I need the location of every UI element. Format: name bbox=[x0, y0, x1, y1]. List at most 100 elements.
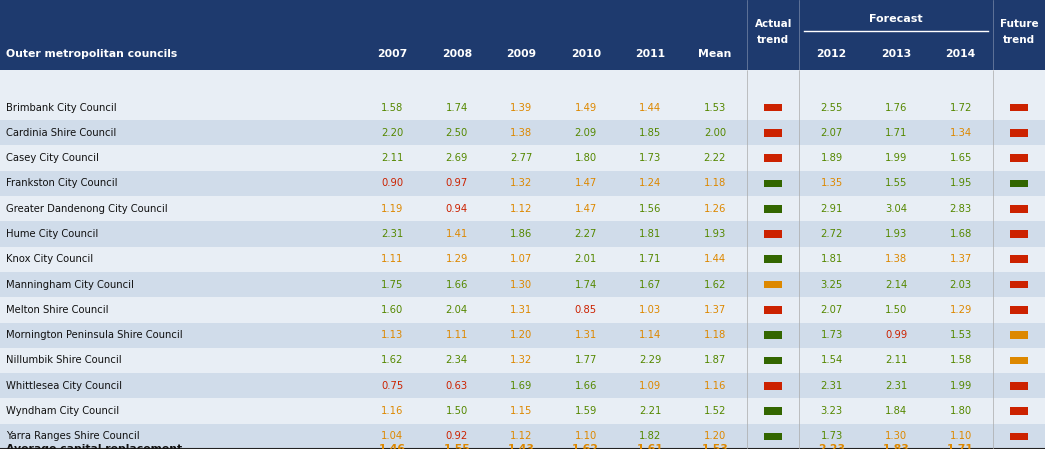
Text: 2.09: 2.09 bbox=[575, 128, 597, 138]
Text: 2007: 2007 bbox=[377, 49, 408, 59]
Text: 1.50: 1.50 bbox=[885, 305, 907, 315]
Bar bbox=[1011, 331, 1028, 339]
Text: 1.49: 1.49 bbox=[575, 102, 597, 113]
Text: trend: trend bbox=[758, 35, 789, 45]
Bar bbox=[0, 120, 1045, 145]
Text: 1.55: 1.55 bbox=[885, 178, 907, 189]
Bar bbox=[1011, 205, 1028, 212]
Text: 2.31: 2.31 bbox=[885, 381, 907, 391]
Text: 1.11: 1.11 bbox=[381, 254, 403, 264]
Text: 1.62: 1.62 bbox=[573, 444, 599, 449]
Text: Mean: Mean bbox=[698, 49, 732, 59]
Text: 1.53: 1.53 bbox=[703, 102, 726, 113]
Bar bbox=[1011, 281, 1028, 288]
Text: Whittlesea City Council: Whittlesea City Council bbox=[6, 381, 122, 391]
Text: 1.99: 1.99 bbox=[885, 153, 907, 163]
Text: 1.04: 1.04 bbox=[381, 431, 403, 441]
Text: 2012: 2012 bbox=[816, 49, 846, 59]
Text: 1.47: 1.47 bbox=[575, 178, 597, 189]
Text: 1.30: 1.30 bbox=[885, 431, 907, 441]
Text: 2.50: 2.50 bbox=[445, 128, 468, 138]
Text: 1.43: 1.43 bbox=[508, 444, 535, 449]
Text: 2.00: 2.00 bbox=[703, 128, 726, 138]
Text: 1.18: 1.18 bbox=[703, 178, 726, 189]
Text: 2.07: 2.07 bbox=[820, 305, 842, 315]
Text: 1.29: 1.29 bbox=[445, 254, 468, 264]
Text: 1.77: 1.77 bbox=[575, 356, 597, 365]
Text: 1.31: 1.31 bbox=[510, 305, 532, 315]
Bar bbox=[0, 95, 1045, 120]
Text: 2.07: 2.07 bbox=[820, 128, 842, 138]
Text: 1.81: 1.81 bbox=[640, 229, 661, 239]
Text: Actual: Actual bbox=[754, 19, 792, 29]
Bar bbox=[764, 306, 782, 314]
Text: Nillumbik Shire Council: Nillumbik Shire Council bbox=[6, 356, 122, 365]
Text: 1.20: 1.20 bbox=[703, 431, 726, 441]
Bar bbox=[1011, 230, 1028, 238]
Text: Outer metropolitan councils: Outer metropolitan councils bbox=[6, 49, 178, 59]
Text: 1.74: 1.74 bbox=[575, 280, 597, 290]
Text: 3.04: 3.04 bbox=[885, 204, 907, 214]
Text: 1.41: 1.41 bbox=[445, 229, 468, 239]
Bar bbox=[0, 297, 1045, 322]
Text: 1.73: 1.73 bbox=[640, 153, 661, 163]
Text: Greater Dandenong City Council: Greater Dandenong City Council bbox=[6, 204, 168, 214]
Text: 1.55: 1.55 bbox=[443, 444, 470, 449]
Text: 1.15: 1.15 bbox=[510, 406, 533, 416]
Bar bbox=[0, 221, 1045, 247]
Text: 1.37: 1.37 bbox=[950, 254, 972, 264]
Bar bbox=[764, 180, 782, 187]
Text: 2.20: 2.20 bbox=[381, 128, 403, 138]
Text: 1.58: 1.58 bbox=[381, 102, 403, 113]
Text: 0.97: 0.97 bbox=[445, 178, 468, 189]
Bar bbox=[1011, 357, 1028, 364]
Bar bbox=[764, 432, 782, 440]
Bar bbox=[1011, 129, 1028, 136]
Bar bbox=[764, 255, 782, 263]
Text: 2014: 2014 bbox=[946, 49, 976, 59]
Text: 1.26: 1.26 bbox=[703, 204, 726, 214]
Text: 1.29: 1.29 bbox=[950, 305, 972, 315]
Bar bbox=[1011, 432, 1028, 440]
Text: 1.80: 1.80 bbox=[575, 153, 597, 163]
Text: 1.58: 1.58 bbox=[950, 356, 972, 365]
Text: 1.65: 1.65 bbox=[950, 153, 972, 163]
Text: 1.53: 1.53 bbox=[701, 444, 728, 449]
Text: 1.66: 1.66 bbox=[445, 280, 468, 290]
Text: 1.75: 1.75 bbox=[381, 280, 403, 290]
Text: 1.82: 1.82 bbox=[640, 431, 661, 441]
Text: 1.10: 1.10 bbox=[575, 431, 597, 441]
Text: 1.44: 1.44 bbox=[703, 254, 726, 264]
Text: 2.03: 2.03 bbox=[950, 280, 972, 290]
Text: 1.71: 1.71 bbox=[885, 128, 907, 138]
Text: Hume City Council: Hume City Council bbox=[6, 229, 98, 239]
Text: 1.73: 1.73 bbox=[820, 431, 842, 441]
Text: 1.71: 1.71 bbox=[947, 444, 974, 449]
Text: Brimbank City Council: Brimbank City Council bbox=[6, 102, 117, 113]
Bar bbox=[764, 357, 782, 364]
Text: Mornington Peninsula Shire Council: Mornington Peninsula Shire Council bbox=[6, 330, 183, 340]
Text: 1.47: 1.47 bbox=[575, 204, 597, 214]
Text: 1.93: 1.93 bbox=[885, 229, 907, 239]
Text: 1.20: 1.20 bbox=[510, 330, 532, 340]
Text: 1.46: 1.46 bbox=[378, 444, 405, 449]
Bar bbox=[764, 154, 782, 162]
Text: 1.18: 1.18 bbox=[703, 330, 726, 340]
Text: 1.86: 1.86 bbox=[510, 229, 532, 239]
Bar bbox=[0, 348, 1045, 373]
Text: 2.83: 2.83 bbox=[950, 204, 972, 214]
Text: 1.24: 1.24 bbox=[640, 178, 661, 189]
Text: 2.77: 2.77 bbox=[510, 153, 533, 163]
Text: 2.31: 2.31 bbox=[381, 229, 403, 239]
Text: 1.14: 1.14 bbox=[640, 330, 661, 340]
Text: 2.22: 2.22 bbox=[703, 153, 726, 163]
Text: 1.37: 1.37 bbox=[703, 305, 726, 315]
Text: 2.14: 2.14 bbox=[885, 280, 907, 290]
Text: 0.99: 0.99 bbox=[885, 330, 907, 340]
Text: 2.55: 2.55 bbox=[820, 102, 842, 113]
Text: 1.38: 1.38 bbox=[510, 128, 532, 138]
Bar bbox=[764, 331, 782, 339]
Text: 2011: 2011 bbox=[635, 49, 666, 59]
Text: 2.21: 2.21 bbox=[640, 406, 661, 416]
Text: 2.11: 2.11 bbox=[885, 356, 907, 365]
